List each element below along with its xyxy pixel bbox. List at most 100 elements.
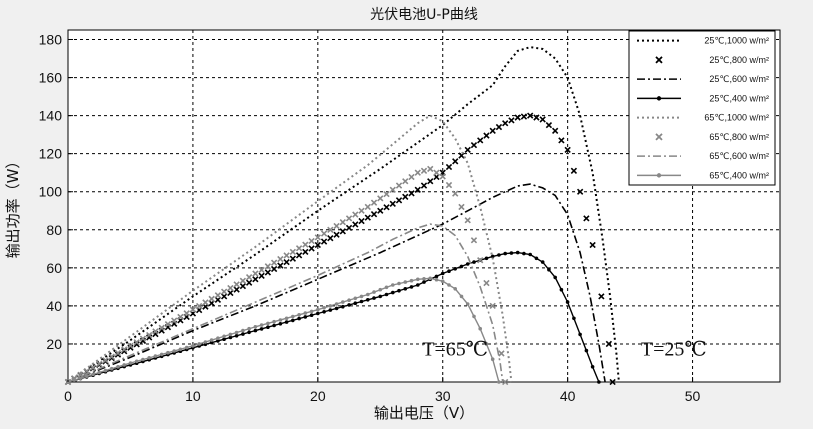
data-point [127,344,134,351]
data-point [533,114,540,121]
data-point [514,114,521,121]
data-point [352,221,359,228]
data-point [339,219,346,226]
data-point [497,253,501,257]
data-point [258,272,265,279]
series-line [67,46,620,383]
data-point [239,277,247,284]
data-point [153,354,158,358]
data-point [403,280,408,284]
data-point [458,203,465,211]
data-point [302,241,309,248]
data-point [127,342,134,350]
data-point [233,286,240,293]
data-point [270,265,278,273]
data-point [108,353,115,360]
data-point [109,366,114,371]
data-point [384,292,389,297]
data-point [345,224,353,232]
data-point [234,334,239,338]
data-point [220,288,228,295]
data-point [77,371,84,378]
legend: 25℃,1000 w/m² 25℃,800 w/m² 25℃,600 w/m² 25℃… [628,30,776,186]
data-point [459,264,464,269]
data-point [166,350,170,355]
data-point [114,349,122,357]
data-point [328,308,333,312]
y-tick-label: 80 [46,222,62,238]
y-tick-label: 120 [39,146,63,162]
data-point [327,234,334,242]
data-point [370,211,378,218]
data-point [334,302,339,306]
data-point [159,352,164,357]
data-point [283,258,290,266]
legend-item: 25℃,800 w/m² [655,55,769,65]
data-point [409,278,414,283]
data-point [264,263,272,270]
data-point [470,237,478,244]
data-point [91,372,95,377]
data-point [245,279,253,286]
data-point [295,252,303,259]
data-point [545,121,553,129]
data-point [308,245,315,252]
data-point [440,279,445,284]
data-point [464,217,471,224]
data-point [283,252,290,259]
data-point [484,256,489,261]
data-point [465,302,470,306]
data-point [322,310,326,314]
data-point [370,199,378,206]
data-point [445,163,453,171]
data-point [502,378,509,386]
data-point [316,311,320,316]
data-point [547,267,551,272]
data-point [253,325,258,329]
data-point [428,276,433,281]
series-3 [67,183,606,383]
data-point [191,344,195,348]
data-point [227,284,234,292]
data-point [252,270,259,277]
data-point [609,378,616,386]
legend-label: 25℃,400 w/m² [709,93,769,103]
legend-item: 65℃,400 w/m² [637,170,769,180]
data-point [314,241,321,249]
data-point [389,186,396,193]
data-point [303,311,308,315]
annotations: T=65℃ T=25℃ [422,338,706,360]
data-point [484,342,489,346]
legend-item: 65℃,800 w/m² [655,132,769,142]
data-point [309,313,314,318]
series-line [67,114,513,383]
data-point [420,182,428,189]
legend-item: 25℃,1000 w/m² [637,36,769,46]
data-point [108,354,115,362]
data-point [434,277,439,282]
data-point [320,230,328,237]
data-point [434,274,439,279]
data-point [116,365,120,369]
data-point [366,298,370,302]
data-point [234,330,239,335]
data-point [459,294,464,299]
data-point [247,326,251,331]
data-point [408,173,415,181]
data-point [364,203,371,211]
data-point [395,197,403,204]
data-point [508,117,515,124]
data-point [195,302,203,310]
legend-marker [656,96,662,101]
data-point [397,281,401,286]
data-point [258,266,265,274]
data-point [472,314,476,319]
data-point [314,234,321,241]
data-point [590,365,595,369]
data-point [497,380,501,384]
legend-marker [656,173,662,178]
data-point [522,251,526,256]
data-point [383,190,390,198]
data-point [470,141,478,149]
data-point [220,293,228,300]
